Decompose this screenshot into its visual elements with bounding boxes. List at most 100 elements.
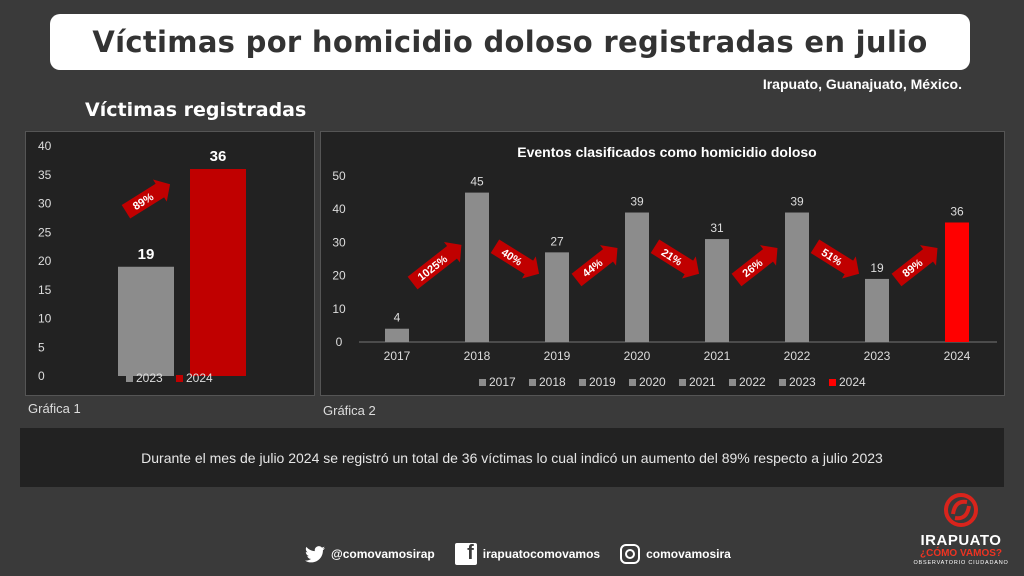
data-label-2021: 31 (710, 221, 724, 235)
change-arrow: 89% (121, 179, 171, 219)
y-tick-label: 15 (38, 283, 52, 297)
bar-2023 (865, 278, 889, 342)
chart1-panel: 0 5 10 15 20 25 30 35 40 19 36 89% 2023 2024 (25, 131, 315, 396)
logo-text-slogan: ¿CÓMO VAMOS? (919, 548, 1003, 559)
legend-label-2023: 2023 (136, 371, 163, 385)
data-label-2018: 45 (470, 175, 484, 189)
y-tick-label: 30 (332, 235, 346, 249)
y-tick-label: 40 (332, 202, 346, 216)
y-tick-label: 5 (38, 340, 45, 354)
x-tick-label-2024: 2024 (944, 349, 971, 363)
change-arrow-2: 44% (571, 245, 618, 287)
data-label-2023: 19 (138, 246, 155, 263)
data-label-2022: 39 (790, 195, 804, 209)
y-tick-label: 0 (38, 369, 45, 383)
legend-swatch-2022 (729, 379, 736, 386)
instagram-handle: comovamosira (646, 547, 731, 561)
change-arrow-6-shape (891, 245, 938, 287)
legend-label-2022: 2022 (739, 375, 766, 389)
legend-swatch-2017 (479, 379, 486, 386)
y-tick-label: 10 (38, 312, 52, 326)
legend-label-2023: 2023 (789, 375, 816, 389)
legend-label-2020: 2020 (639, 375, 666, 389)
x-tick-label-2019: 2019 (544, 349, 571, 363)
y-tick-label: 20 (38, 254, 52, 268)
twitter-handle: @comovamosirap (331, 547, 435, 561)
y-tick-label: 20 (332, 269, 346, 283)
x-tick-label-2018: 2018 (464, 349, 491, 363)
x-tick-label-2021: 2021 (704, 349, 731, 363)
data-label-2019: 27 (550, 234, 564, 248)
logo-text-subtitle: OBSERVATORIO CIUDADANO (913, 560, 1009, 566)
legend-swatch-2021 (679, 379, 686, 386)
data-label-2024: 36 (210, 148, 227, 165)
change-arrow-6: 89% (891, 245, 938, 287)
data-label-2020: 39 (630, 195, 644, 209)
change-arrow-0: 1025% (407, 242, 462, 290)
summary-text: Durante el mes de julio 2024 se registró… (141, 449, 883, 466)
y-tick-label: 40 (38, 139, 52, 153)
y-tick-label: 0 (336, 335, 343, 349)
y-tick-label: 30 (38, 197, 52, 211)
data-label-2024: 36 (950, 204, 964, 218)
page-title: Víctimas por homicidio doloso registrada… (92, 25, 928, 59)
y-tick-label: 25 (38, 225, 52, 239)
change-arrow-2-shape (571, 245, 618, 287)
x-tick-label-2022: 2022 (784, 349, 811, 363)
twitter-link[interactable]: @comovamosirap (305, 545, 435, 563)
legend-swatch-2020 (629, 379, 636, 386)
chart2-caption: Gráfica 2 (323, 403, 376, 418)
chart-title: Eventos clasificados como homicidio dolo… (517, 144, 817, 160)
chart1-svg: 0 5 10 15 20 25 30 35 40 19 36 89% 2023 2024 (38, 139, 246, 385)
bar-2019 (545, 252, 569, 342)
logo: IRAPUATO ¿CÓMO VAMOS? OBSERVATORIO CIUDA… (908, 492, 1014, 570)
bar-2017 (385, 328, 409, 342)
bar-2021 (705, 239, 729, 342)
change-arrow-5: 51% (810, 239, 860, 279)
y-tick-label: 50 (332, 169, 346, 183)
facebook-icon: f (454, 542, 477, 565)
legend-label-2019: 2019 (589, 375, 616, 389)
legend-label-2017: 2017 (489, 375, 516, 389)
facebook-handle: irapuatocomovamos (482, 547, 601, 561)
bar-2022 (785, 212, 809, 342)
y-tick-label: 35 (38, 168, 52, 182)
chart1-caption: Gráfica 1 (28, 401, 81, 416)
change-arrow-1-shape (490, 239, 540, 279)
change-arrow-3: 21% (650, 239, 700, 279)
logo-mark-icon (944, 493, 978, 527)
social-footer: @comovamosirap f irapuatocomovamos comov… (305, 542, 743, 566)
data-label-2023: 19 (870, 261, 884, 275)
logo-text-city: IRAPUATO (920, 532, 1002, 549)
change-arrow-0-shape (407, 242, 462, 290)
legend-swatch-2024 (176, 375, 183, 382)
data-label-2017: 4 (394, 311, 401, 325)
legend-swatch-2023 (126, 375, 133, 382)
bar-2020 (625, 212, 649, 342)
change-arrow-shape (121, 179, 171, 219)
twitter-icon (305, 545, 325, 562)
legend-swatch-2018 (529, 379, 536, 386)
change-arrow-4-shape (731, 245, 778, 287)
instagram-link[interactable]: comovamosira (620, 544, 731, 564)
legend-label-2018: 2018 (539, 375, 566, 389)
change-arrow-5-shape (810, 239, 860, 279)
section-title: Víctimas registradas (85, 99, 307, 121)
legend-label-2024: 2024 (839, 375, 866, 389)
instagram-icon (620, 544, 641, 564)
legend-swatch-2024 (829, 379, 836, 386)
title-banner: Víctimas por homicidio doloso registrada… (50, 14, 970, 70)
bar-2018 (465, 192, 489, 342)
legend-swatch-2019 (579, 379, 586, 386)
chart2-panel: Eventos clasificados como homicidio dolo… (320, 131, 1005, 396)
facebook-link[interactable]: f irapuatocomovamos (454, 542, 601, 565)
legend-label-2021: 2021 (689, 375, 716, 389)
change-arrow-3-shape (650, 239, 700, 279)
y-tick-label: 10 (332, 302, 346, 316)
summary-box: Durante el mes de julio 2024 se registró… (20, 428, 1004, 487)
chart2-svg: Eventos clasificados como homicidio dolo… (332, 144, 997, 389)
bar-2023 (118, 266, 174, 376)
change-arrow-4: 26% (731, 245, 778, 287)
legend-swatch-2023 (779, 379, 786, 386)
x-tick-label-2023: 2023 (864, 349, 891, 363)
